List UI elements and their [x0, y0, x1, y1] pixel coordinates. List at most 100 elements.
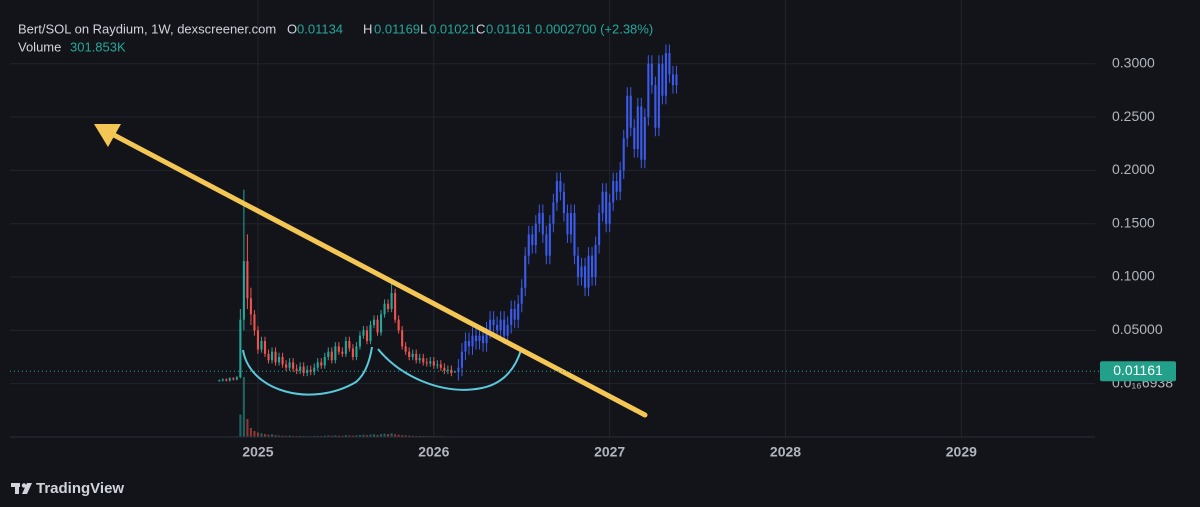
- volume-bar: [404, 435, 407, 437]
- change-value: 0.0002700 (+2.38%): [535, 21, 653, 36]
- candle-body: [394, 293, 397, 320]
- candle-body: [643, 117, 646, 160]
- volume-bar: [372, 434, 376, 437]
- logo-part: [22, 483, 32, 494]
- candle-body: [485, 330, 488, 344]
- volume-bar: [394, 434, 397, 437]
- candle-body: [242, 261, 245, 320]
- y-tick-label: 0.3000: [1112, 54, 1155, 70]
- candle-body: [422, 358, 425, 363]
- candle-body: [636, 106, 639, 150]
- candle-body: [418, 358, 421, 361]
- candle-body: [612, 181, 615, 203]
- volume-bar: [355, 435, 358, 437]
- volume-bar: [263, 434, 267, 437]
- candle-body: [654, 85, 657, 128]
- logo-part: [21, 483, 27, 488]
- cup-arc: [377, 348, 522, 391]
- volume-bar: [376, 434, 379, 437]
- candle-body: [270, 351, 274, 361]
- open-value: 0.01134: [297, 21, 343, 36]
- candle-body: [503, 319, 506, 336]
- tradingview-logo: TradingView: [11, 480, 124, 497]
- candle-body: [365, 330, 369, 342]
- candle-body: [555, 181, 558, 203]
- x-tick-label: 2029: [946, 444, 977, 460]
- y-tick-label: 0.2000: [1112, 161, 1155, 177]
- volume-bar: [387, 434, 390, 437]
- candle-body: [446, 369, 449, 371]
- cup-arc: [242, 346, 373, 396]
- candle-body: [429, 361, 432, 364]
- volume-bar: [246, 419, 249, 437]
- price-tag: [1100, 361, 1176, 382]
- volume-bar: [277, 435, 281, 437]
- low-value: 0.01021: [429, 21, 476, 36]
- volume-bar: [260, 433, 263, 437]
- candle-body: [622, 138, 625, 171]
- candle-body: [580, 266, 583, 278]
- volume-bar: [267, 434, 270, 437]
- candle-body: [527, 234, 530, 256]
- candle-body: [235, 377, 238, 380]
- candle-body: [569, 213, 573, 235]
- volume-bar: [299, 435, 302, 437]
- candle-body: [334, 346, 337, 361]
- candle-body: [587, 255, 590, 288]
- candle-body: [232, 378, 235, 380]
- candle-body: [355, 346, 358, 358]
- candle-body: [657, 63, 660, 128]
- candle-body: [263, 341, 267, 354]
- candle-body: [281, 357, 284, 365]
- y-tick-label: 0.1500: [1112, 214, 1155, 230]
- candle-body: [425, 362, 428, 364]
- candle-body: [478, 335, 481, 342]
- candle-body: [260, 341, 263, 350]
- volume-bar: [253, 431, 256, 437]
- candle-body: [239, 319, 242, 378]
- candle-body: [246, 261, 249, 299]
- volume-bar: [369, 434, 372, 437]
- volume-bar: [379, 434, 383, 437]
- candle-body: [496, 325, 499, 331]
- candle-body: [608, 202, 611, 224]
- candle-body: [626, 95, 629, 139]
- volume-bar: [383, 433, 386, 437]
- volume-value: 301.853K: [70, 39, 126, 54]
- candle-body: [538, 213, 541, 224]
- candle-body: [383, 303, 386, 315]
- candle-body: [249, 298, 252, 315]
- candle-body: [531, 234, 534, 246]
- symbol-title: Bert/SOL on Raydium, 1W, dexscreener.com: [18, 21, 276, 36]
- brand: TradingView: [36, 480, 124, 497]
- volume-bar: [334, 435, 337, 437]
- volume-bar: [390, 433, 393, 437]
- ohlc-letter: C: [476, 21, 485, 36]
- candle-body: [411, 353, 414, 358]
- legend-header: Bert/SOL on Raydium, 1W, dexscreener.com…: [18, 21, 653, 54]
- candle-body: [545, 234, 548, 256]
- candle-body: [562, 191, 565, 214]
- candle-body: [668, 53, 671, 75]
- candle-body: [524, 255, 527, 288]
- candle-body: [552, 202, 555, 224]
- candle-body: [379, 314, 383, 333]
- x-tick-label: 2025: [242, 444, 273, 460]
- trend-arrow: [109, 131, 648, 418]
- candle-body: [467, 341, 471, 347]
- candle-body: [647, 63, 650, 118]
- candle-body: [277, 357, 281, 363]
- volume-bar: [362, 434, 365, 437]
- candle-body: [573, 213, 576, 256]
- candle-body: [344, 341, 347, 354]
- candle-body: [358, 335, 361, 347]
- candle-body: [313, 367, 316, 372]
- candle-body: [351, 348, 354, 358]
- candle-body: [323, 357, 326, 366]
- logo-part: [15, 483, 19, 494]
- candle-body: [619, 170, 622, 192]
- candle-body: [594, 245, 597, 278]
- candle-body: [348, 341, 351, 349]
- candle-body: [327, 351, 330, 358]
